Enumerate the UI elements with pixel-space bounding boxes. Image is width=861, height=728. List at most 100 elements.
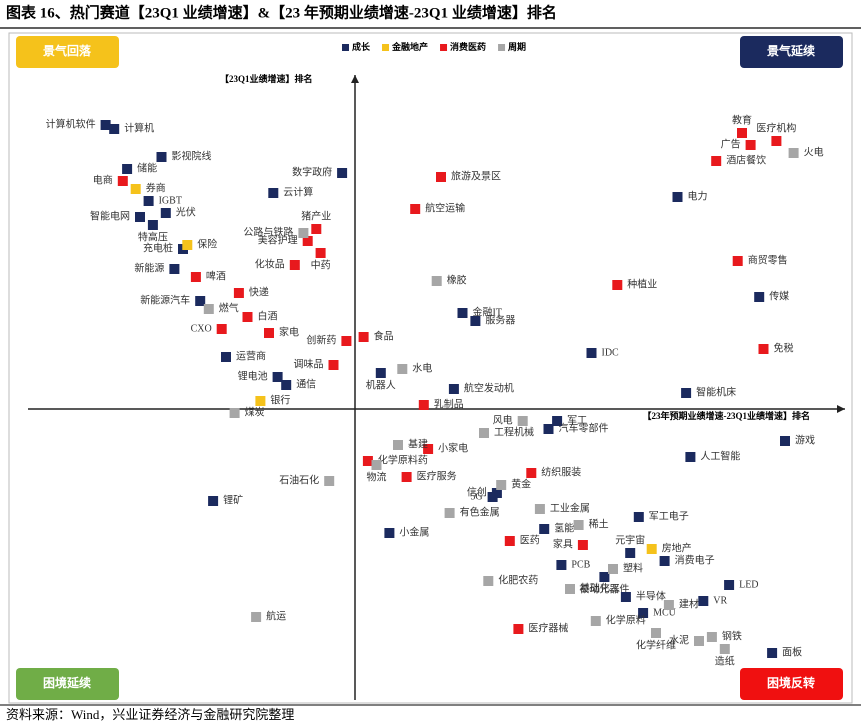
point-label: 光伏 bbox=[176, 205, 196, 218]
point-label: 基础化工 bbox=[580, 581, 620, 594]
legend-label: 周期 bbox=[508, 41, 526, 52]
point bbox=[513, 624, 524, 634]
point-label: 教育 bbox=[732, 113, 752, 126]
legend-swatch bbox=[498, 44, 506, 51]
point bbox=[681, 388, 692, 398]
point-label: 建材 bbox=[679, 597, 699, 610]
point-label: 锂矿 bbox=[223, 493, 243, 506]
point bbox=[780, 436, 790, 446]
point-label: 广告 bbox=[721, 137, 741, 150]
point-label: 调味品 bbox=[294, 358, 324, 370]
point-label: 工业金属 bbox=[550, 501, 590, 514]
point bbox=[745, 140, 756, 150]
quadrant-label: 困境反转 bbox=[767, 675, 815, 690]
point-label: 信创 bbox=[467, 485, 487, 498]
point-label: 创新药 bbox=[306, 333, 336, 346]
point-label: 乳制品 bbox=[434, 397, 464, 410]
point bbox=[543, 424, 554, 434]
point-label: 消费电子 bbox=[675, 553, 715, 566]
point-label: 橡胶 bbox=[447, 273, 467, 286]
point-label: 面板 bbox=[782, 645, 802, 658]
point-label: 家电 bbox=[279, 325, 299, 338]
point bbox=[672, 192, 683, 202]
point bbox=[242, 312, 253, 322]
point-label: 石油石化 bbox=[279, 473, 319, 486]
point bbox=[457, 308, 468, 318]
point bbox=[663, 600, 674, 610]
point bbox=[479, 428, 489, 438]
point bbox=[706, 632, 717, 642]
point-label: 锂电池 bbox=[238, 369, 268, 382]
point bbox=[130, 184, 141, 194]
point-label: 氢能 bbox=[554, 521, 574, 534]
point-label: 化肥农药 bbox=[498, 573, 538, 586]
point bbox=[233, 288, 244, 298]
point bbox=[156, 152, 167, 162]
point-label: 医疗器械 bbox=[528, 621, 568, 634]
point bbox=[651, 628, 661, 638]
point-label: 工程机械 bbox=[494, 425, 534, 438]
point-label: 稀土 bbox=[589, 517, 609, 530]
point-label: 军工 bbox=[567, 414, 587, 426]
point-label: 游戏 bbox=[795, 433, 815, 446]
point bbox=[556, 560, 567, 570]
point bbox=[694, 636, 704, 646]
point-label: 金融IT bbox=[473, 305, 502, 318]
point bbox=[573, 520, 584, 530]
legend-swatch bbox=[440, 44, 448, 51]
point bbox=[117, 176, 128, 186]
point-label: 小家电 bbox=[438, 441, 468, 454]
point bbox=[229, 408, 240, 418]
point bbox=[423, 444, 434, 454]
point bbox=[638, 608, 649, 618]
quadrant-label: 景气延续 bbox=[767, 43, 815, 58]
point-label: 白酒 bbox=[258, 309, 278, 322]
point-label: MCU bbox=[653, 607, 677, 618]
point bbox=[281, 380, 292, 390]
point-label: 医药 bbox=[520, 534, 540, 546]
point bbox=[324, 476, 335, 486]
point bbox=[646, 544, 657, 554]
point-label: 医疗服务 bbox=[417, 469, 457, 482]
y-axis-label: 【23Q1业绩增速】排名 bbox=[220, 73, 313, 84]
point-label: 云计算 bbox=[283, 185, 313, 198]
point-label: IDC bbox=[602, 347, 620, 358]
point bbox=[487, 492, 498, 502]
point bbox=[208, 496, 219, 506]
point-label: 影视院线 bbox=[172, 149, 212, 162]
point-label: 券商 bbox=[146, 181, 166, 194]
point bbox=[268, 188, 279, 198]
point bbox=[732, 256, 743, 266]
point bbox=[625, 548, 636, 558]
point-label: 服务器 bbox=[485, 313, 515, 326]
point bbox=[393, 440, 403, 450]
point-label: 智能电网 bbox=[90, 209, 130, 222]
point-label: 公路与铁路 bbox=[243, 225, 293, 238]
point bbox=[311, 224, 322, 234]
point-label: 5G bbox=[470, 491, 482, 502]
point-label: 计算机软件 bbox=[46, 117, 96, 130]
point-label: 机器人 bbox=[366, 378, 396, 391]
point bbox=[483, 576, 494, 586]
point bbox=[147, 220, 158, 230]
point bbox=[169, 264, 180, 274]
point-label: LED bbox=[739, 579, 758, 590]
point bbox=[754, 292, 765, 302]
point bbox=[517, 416, 528, 426]
point bbox=[251, 612, 262, 622]
point-label: 运营商 bbox=[236, 349, 266, 362]
point bbox=[100, 120, 111, 130]
point bbox=[160, 208, 171, 218]
point bbox=[195, 296, 206, 306]
point-label: 半导体 bbox=[636, 589, 666, 602]
point-label: 风电 bbox=[493, 413, 513, 426]
point bbox=[577, 540, 588, 550]
point bbox=[526, 468, 537, 478]
quadrant-box bbox=[740, 668, 843, 700]
point-label: 电商 bbox=[93, 173, 113, 186]
point bbox=[135, 212, 145, 222]
point bbox=[315, 248, 326, 258]
chart-title: 图表 16、热门赛道【23Q1 业绩增速】&【23 年预期业绩增速-23Q1 业… bbox=[6, 3, 557, 21]
point-label: 有色金属 bbox=[460, 505, 500, 518]
point bbox=[182, 240, 193, 250]
